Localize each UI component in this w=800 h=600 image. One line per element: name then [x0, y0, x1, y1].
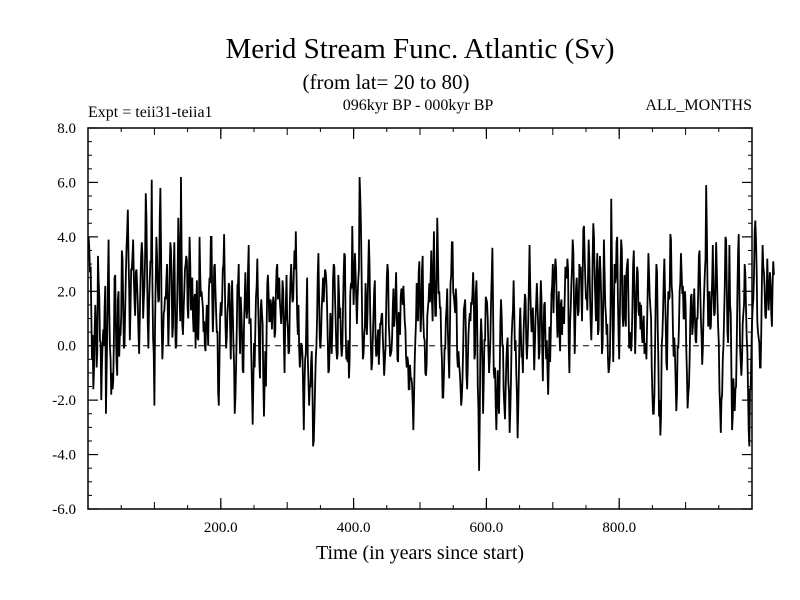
x-tick-label: 200.0 [204, 520, 238, 536]
axis-ticks: 200.0 400.0 600.0 800.0 -6.0 -4.0 -2.0 0.0 2.0 4.… [52, 121, 752, 536]
chart-subtitle: (from lat= 20 to 80) [303, 70, 470, 94]
experiment-label: Expt = teii31-teiia1 [88, 104, 213, 121]
x-tick-label: 600.0 [470, 520, 504, 536]
y-tick-label: 2.0 [57, 284, 76, 300]
y-tick-label: -2.0 [52, 393, 76, 409]
x-axis-label: Time (in years since start) [316, 542, 524, 564]
y-tick-label: 6.0 [57, 175, 76, 191]
y-tick-label: 0.0 [57, 339, 76, 355]
y-tick-label: -6.0 [52, 502, 76, 518]
x-tick-label: 400.0 [337, 520, 371, 536]
y-tick-label: 8.0 [57, 121, 76, 137]
chart-title: Merid Stream Func. Atlantic (Sv) [225, 33, 614, 65]
y-tick-label: 4.0 [57, 230, 76, 246]
months-label: ALL_MONTHS [645, 97, 752, 114]
y-tick-label: -4.0 [52, 448, 76, 464]
plot-area [87, 127, 775, 510]
period-label: 096kyr BP - 000kyr BP [343, 97, 494, 114]
x-tick-label: 800.0 [602, 520, 636, 536]
series-line [87, 176, 775, 471]
